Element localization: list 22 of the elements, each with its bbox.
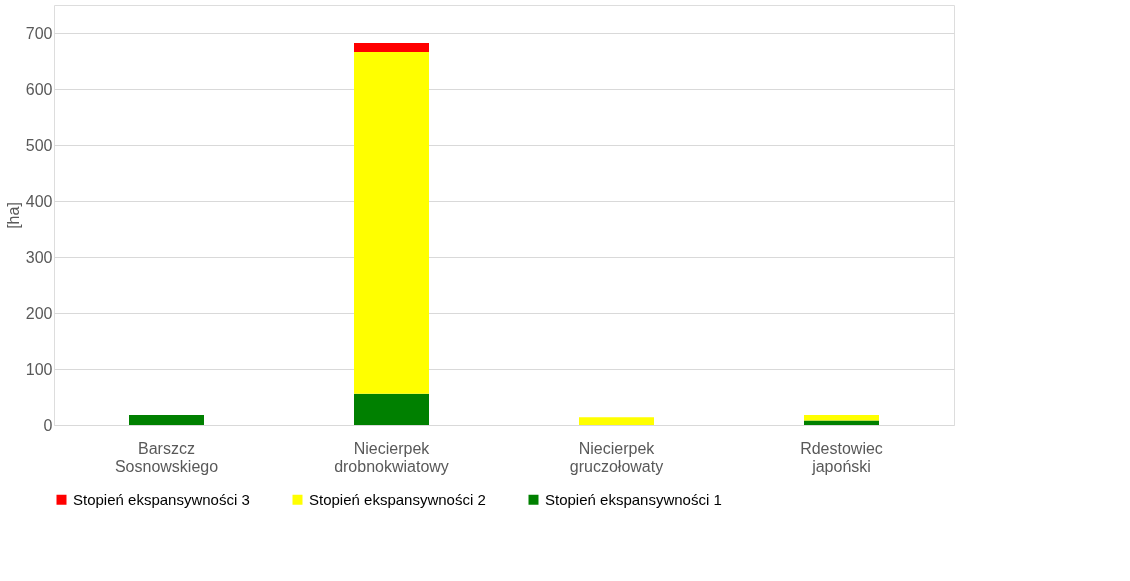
x-tick-label: Niecierpek gruczołowaty xyxy=(569,439,664,475)
y-tick-label: 0 xyxy=(43,416,53,434)
y-tick-label: 300 xyxy=(25,248,53,266)
x-tick-label: Niecierpek drobnokwiatowy xyxy=(334,439,449,475)
bar xyxy=(354,43,429,53)
y-tick-label: 400 xyxy=(25,192,53,210)
y-axis-title: [ha] xyxy=(4,202,22,229)
bar xyxy=(354,52,429,394)
bar xyxy=(129,414,204,425)
y-tick-label: 600 xyxy=(25,80,53,98)
x-tick-label: Barszcz Sosnowskiego xyxy=(114,439,219,475)
y-tick-label: 700 xyxy=(25,24,53,42)
bar xyxy=(354,393,429,425)
x-tick-label: Rdestowiec japoński xyxy=(800,439,883,475)
legend-label: Stopień ekspansywności 1 xyxy=(545,490,722,508)
legend-label: Stopień ekspansywności 2 xyxy=(309,490,486,508)
y-tick-label: 500 xyxy=(25,136,53,154)
bar xyxy=(579,417,654,425)
y-tick-label: 200 xyxy=(25,304,53,322)
bar xyxy=(804,414,879,421)
y-tick-label: 100 xyxy=(25,360,53,378)
legend-label: Stopień ekspansywności 3 xyxy=(73,490,250,508)
